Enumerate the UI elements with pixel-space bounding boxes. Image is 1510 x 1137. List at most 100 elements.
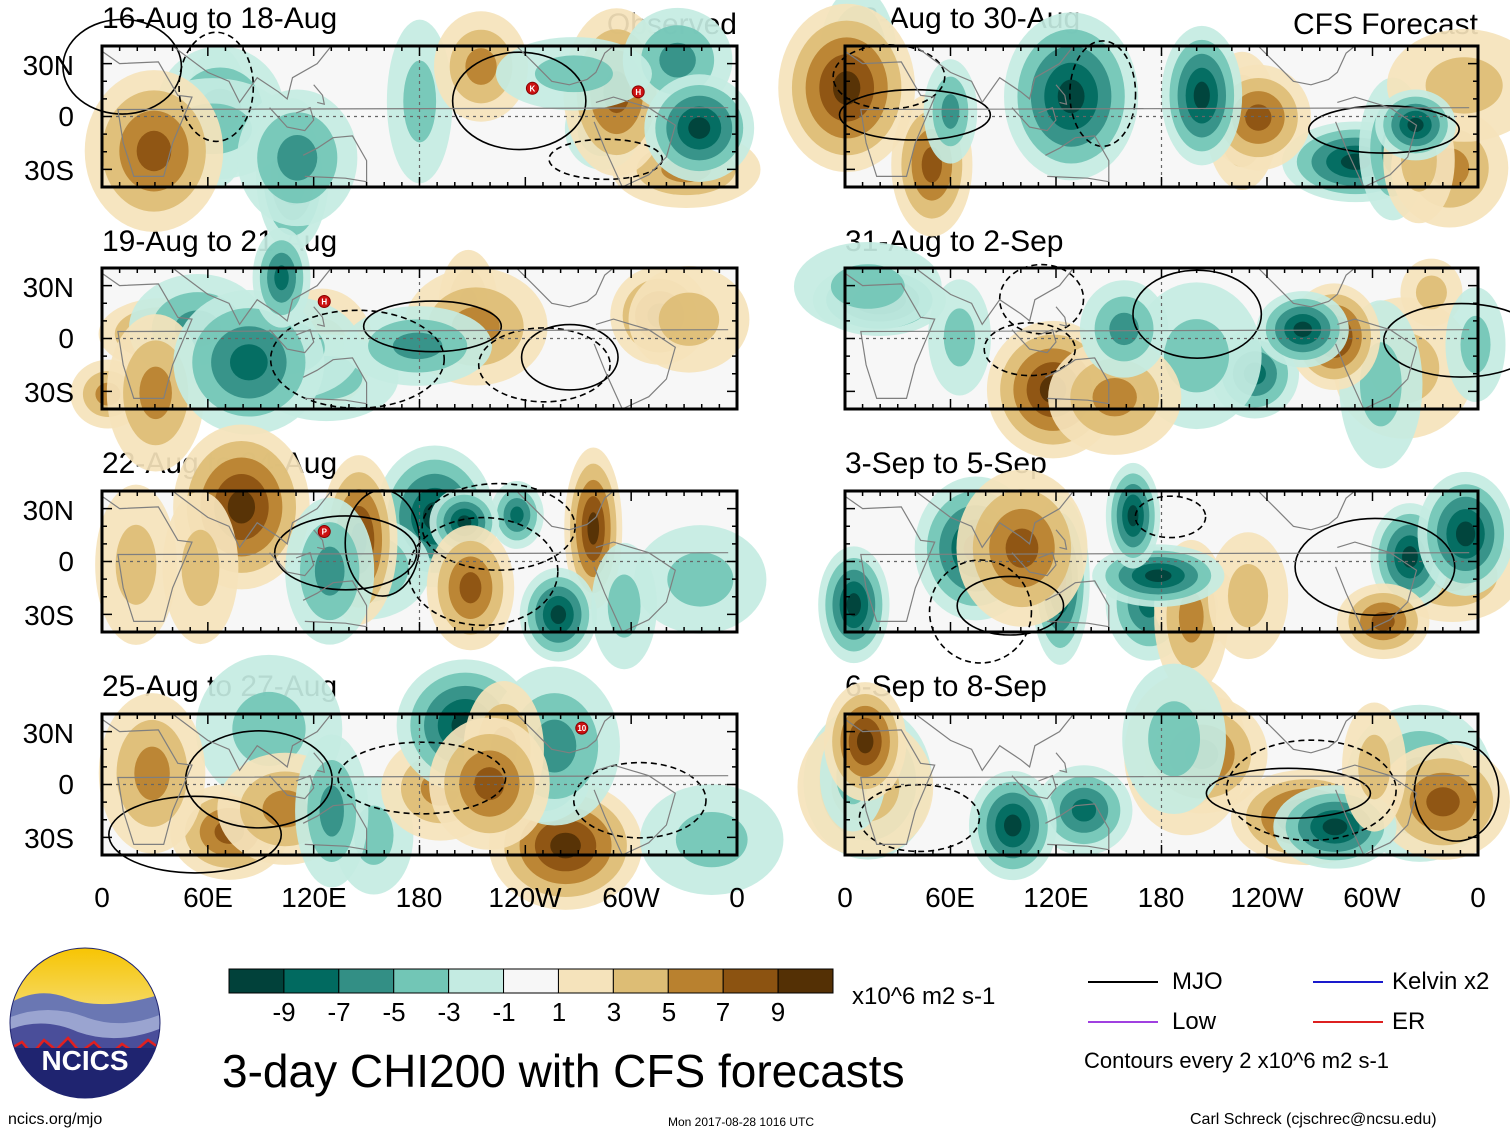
anomaly-field	[70, 227, 750, 472]
map-panel-4: 10	[98, 654, 784, 910]
coastline	[1011, 328, 1057, 354]
coastline	[593, 764, 676, 856]
storm-label: P	[322, 528, 328, 537]
anomaly-blob	[1460, 315, 1491, 374]
colorbar-label: 1	[551, 997, 567, 1027]
anomaly-blob	[1425, 57, 1503, 114]
anomaly-blob	[667, 552, 734, 607]
anomaly-blob	[115, 524, 157, 605]
coastline	[914, 267, 1075, 326]
anomaly-field	[818, 462, 1510, 694]
lat-label-eq: 0	[58, 323, 74, 354]
coastline	[516, 490, 614, 531]
coastlines	[101, 267, 729, 410]
colorbar-label: 7	[715, 997, 731, 1027]
mjo-contour	[421, 482, 576, 571]
map-frame	[843, 489, 1480, 634]
mjo-contour	[1383, 302, 1510, 378]
anomaly-blob	[392, 332, 443, 360]
anomaly-blob	[1455, 521, 1476, 547]
anomaly-blob	[688, 117, 711, 139]
ncics-logo: NCICS	[9, 947, 161, 1099]
lon-label-0: 0	[837, 882, 853, 913]
colorbar-swatch	[503, 968, 559, 994]
anomaly-blob	[1322, 818, 1348, 836]
map-frame	[100, 712, 739, 857]
mjo-contour	[1069, 40, 1137, 148]
anomaly-blob	[832, 71, 861, 105]
mjo-contour	[956, 575, 1065, 636]
storm-marker: H	[631, 85, 645, 99]
storm-marker: K	[525, 81, 539, 95]
colorbar-label: -7	[327, 997, 351, 1027]
coastline	[313, 529, 326, 551]
anomaly-blob	[1145, 569, 1172, 582]
mjo-contour	[407, 516, 559, 627]
mjo-contour	[928, 559, 1033, 664]
lon-label-60w: 60W	[602, 882, 660, 913]
anomaly-blob	[465, 48, 497, 85]
colorbar-swatch	[722, 968, 779, 994]
anomaly-blob	[319, 785, 344, 837]
colorbar-swatch	[228, 968, 285, 994]
anomaly-blob	[1402, 546, 1418, 568]
anomaly-blob	[134, 746, 170, 801]
coastlines	[101, 45, 729, 188]
anomaly-field	[84, 7, 761, 251]
footer-url[interactable]: ncics.org/mjo	[8, 1111, 103, 1128]
anomaly-blob	[846, 593, 861, 617]
coastline	[1045, 135, 1110, 183]
map-panel-2: H	[70, 227, 750, 472]
mjo-contour	[520, 323, 619, 391]
storm-marker: 10	[575, 721, 589, 735]
colorbar-swatch	[612, 968, 669, 994]
map-frame	[100, 489, 739, 634]
map-frame	[100, 266, 739, 411]
kelvin-legend-line	[1313, 981, 1383, 983]
anomaly-blob	[675, 811, 748, 868]
coastline	[172, 45, 332, 104]
lon-label-360: 0	[1470, 882, 1486, 913]
colorbar-label: 3	[606, 997, 622, 1027]
anomaly-blob	[1227, 563, 1269, 628]
coastline	[302, 135, 368, 183]
colorbar-swatch	[338, 968, 395, 994]
lon-label-120e: 120E	[281, 882, 347, 913]
lon-label-120w: 120W	[488, 882, 562, 913]
anomaly-blob	[403, 60, 437, 143]
coastline	[1045, 580, 1110, 628]
coastlines	[844, 713, 1470, 856]
storm-label: 10	[577, 724, 586, 733]
coastlines	[101, 490, 729, 633]
lat-label-30s: 30S	[24, 155, 74, 186]
mjo-contour	[178, 31, 255, 143]
colorbar-swatch	[448, 968, 505, 994]
anomaly-field	[98, 654, 784, 910]
mjo-contour	[477, 327, 611, 403]
colorbar-swatch	[557, 968, 614, 994]
coastline	[1335, 318, 1418, 410]
coastline	[172, 490, 332, 549]
storm-marker: H	[317, 294, 331, 308]
anomaly-blob	[229, 344, 268, 381]
coastline	[1055, 529, 1068, 551]
coastline	[172, 713, 332, 772]
anomaly-blob	[232, 691, 306, 767]
colorbar-swatch	[667, 968, 724, 994]
coastline	[593, 96, 676, 188]
lon-label-360: 0	[729, 882, 745, 913]
colorbar-label: -9	[272, 997, 296, 1027]
anomaly-blob	[1415, 275, 1447, 310]
low-legend-line	[1088, 1021, 1158, 1023]
anomaly-blob	[314, 546, 345, 596]
map-frame	[843, 44, 1480, 189]
anomaly-blob	[1092, 377, 1137, 417]
coastline	[1335, 96, 1418, 188]
lon-label-0: 0	[94, 882, 110, 913]
anomaly-blob	[136, 130, 172, 172]
anomaly-blob	[941, 94, 960, 129]
mjo-contour	[269, 309, 446, 409]
coastline	[313, 306, 326, 328]
er-legend-label: ER	[1392, 1008, 1426, 1035]
